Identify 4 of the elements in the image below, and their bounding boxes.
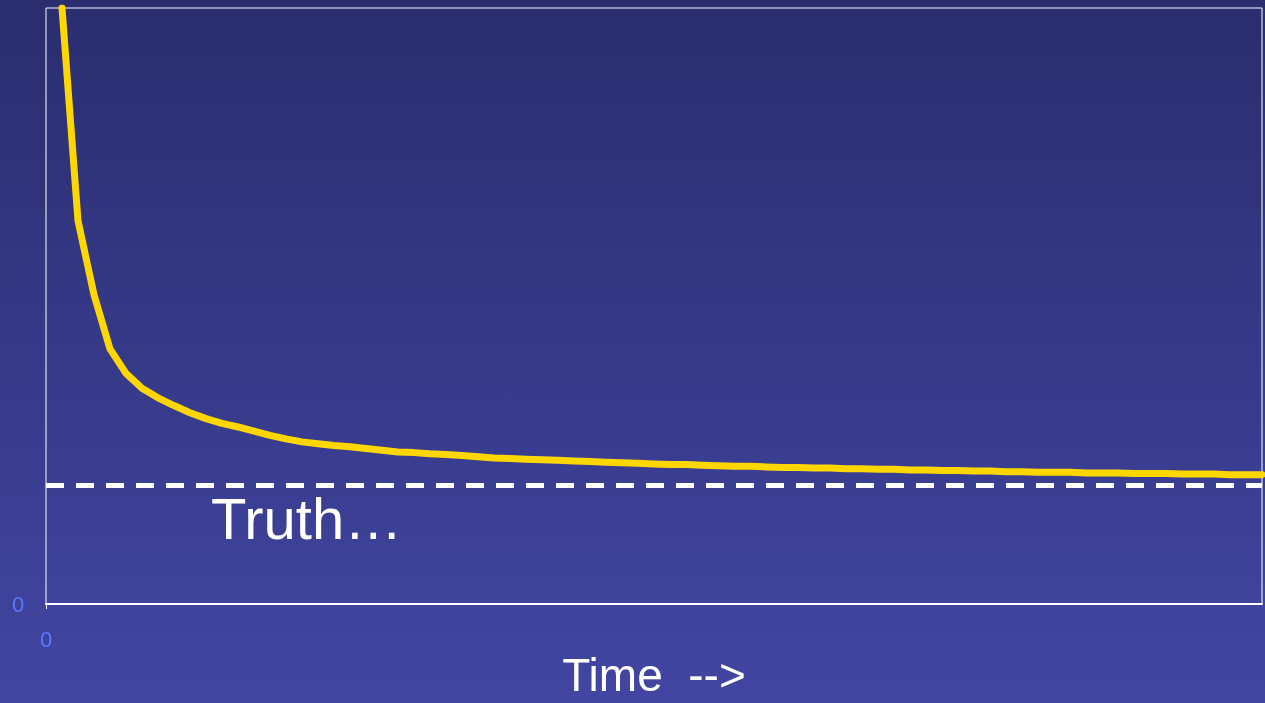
text: 0	[12, 591, 25, 617]
x-axis-title: Time -->	[562, 649, 746, 701]
ref-line-label: Truth…	[211, 486, 403, 552]
text: 0	[40, 626, 53, 652]
